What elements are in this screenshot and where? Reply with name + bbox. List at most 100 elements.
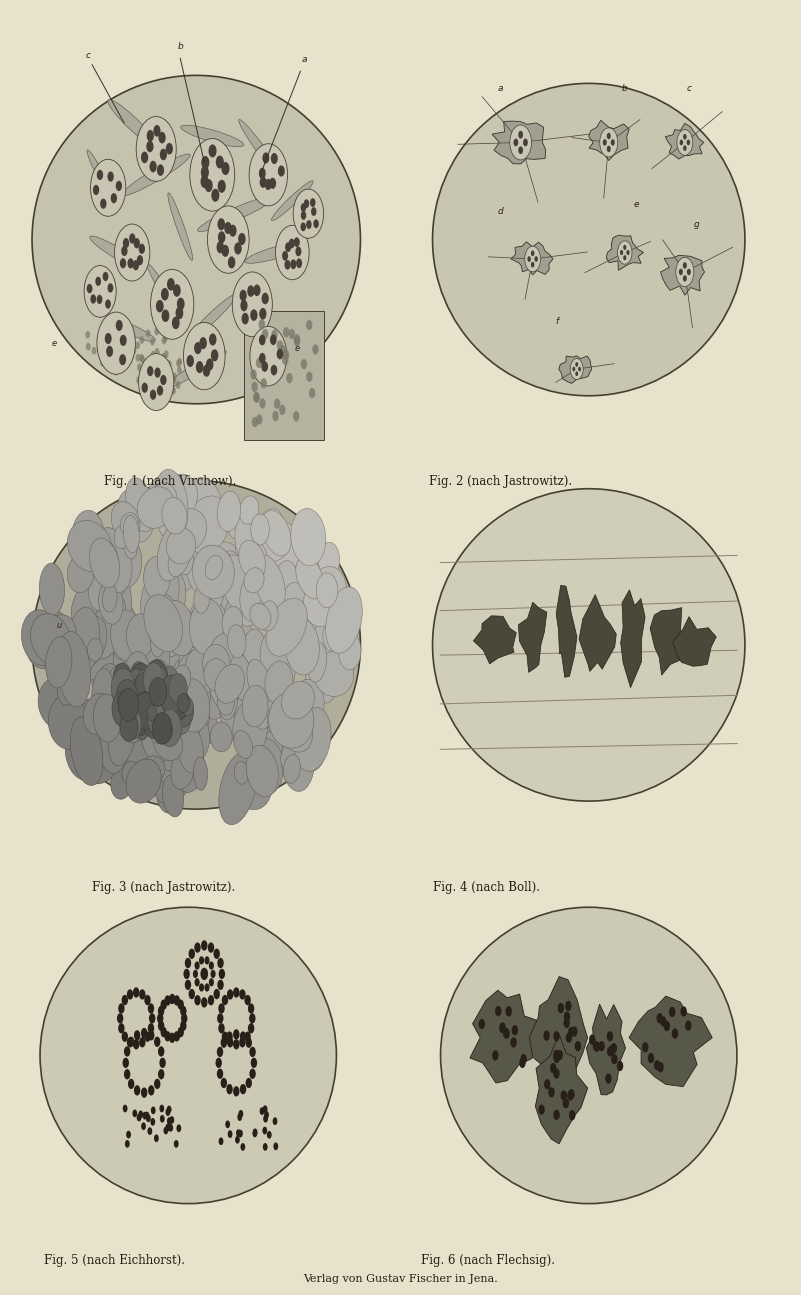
Ellipse shape	[145, 692, 156, 710]
Circle shape	[249, 1046, 256, 1057]
Ellipse shape	[179, 644, 203, 688]
Circle shape	[227, 1037, 233, 1048]
Ellipse shape	[274, 644, 287, 666]
Ellipse shape	[203, 645, 230, 684]
Ellipse shape	[123, 515, 139, 553]
Ellipse shape	[315, 581, 331, 611]
Ellipse shape	[257, 598, 272, 628]
Circle shape	[512, 1026, 518, 1036]
Ellipse shape	[135, 703, 172, 758]
Ellipse shape	[175, 747, 204, 793]
Ellipse shape	[170, 666, 199, 717]
Ellipse shape	[130, 663, 152, 699]
Circle shape	[575, 372, 578, 376]
Circle shape	[123, 238, 129, 249]
Text: e: e	[634, 201, 639, 210]
Ellipse shape	[240, 746, 256, 771]
Circle shape	[283, 350, 289, 360]
Circle shape	[269, 177, 276, 189]
Ellipse shape	[127, 614, 155, 658]
Ellipse shape	[111, 501, 140, 541]
Ellipse shape	[146, 659, 167, 694]
Circle shape	[157, 164, 164, 176]
Ellipse shape	[126, 708, 138, 729]
Circle shape	[139, 1111, 143, 1119]
Text: Fig. 6 (nach Flechsig).: Fig. 6 (nach Flechsig).	[421, 1254, 554, 1267]
Circle shape	[296, 246, 301, 256]
Circle shape	[170, 1116, 175, 1124]
Circle shape	[134, 1085, 140, 1096]
Ellipse shape	[135, 672, 151, 698]
Ellipse shape	[281, 681, 315, 719]
Ellipse shape	[143, 701, 166, 738]
Ellipse shape	[179, 711, 187, 724]
Ellipse shape	[191, 625, 218, 668]
Circle shape	[288, 238, 295, 249]
Ellipse shape	[113, 663, 132, 694]
Circle shape	[153, 378, 158, 386]
Ellipse shape	[222, 606, 243, 638]
Ellipse shape	[230, 654, 253, 701]
Circle shape	[211, 189, 219, 202]
Ellipse shape	[111, 668, 135, 707]
Circle shape	[563, 1018, 570, 1028]
Ellipse shape	[250, 603, 271, 629]
Ellipse shape	[280, 583, 306, 633]
Circle shape	[123, 1058, 129, 1068]
Circle shape	[126, 1131, 131, 1138]
Ellipse shape	[30, 614, 71, 666]
Circle shape	[682, 276, 687, 282]
Ellipse shape	[261, 646, 286, 688]
Ellipse shape	[127, 739, 162, 796]
Ellipse shape	[219, 550, 244, 591]
Ellipse shape	[107, 668, 139, 734]
Ellipse shape	[161, 666, 179, 694]
Circle shape	[128, 1036, 135, 1046]
Circle shape	[272, 411, 279, 421]
Ellipse shape	[22, 610, 61, 666]
Ellipse shape	[146, 666, 166, 698]
Circle shape	[261, 361, 268, 372]
Ellipse shape	[239, 119, 282, 179]
Ellipse shape	[78, 699, 95, 726]
Ellipse shape	[172, 704, 191, 734]
Ellipse shape	[178, 479, 215, 535]
Ellipse shape	[242, 710, 256, 732]
Circle shape	[672, 1028, 678, 1039]
Ellipse shape	[169, 673, 187, 703]
Circle shape	[139, 989, 146, 1000]
Ellipse shape	[143, 670, 163, 702]
Ellipse shape	[325, 581, 341, 615]
Circle shape	[107, 346, 113, 357]
Ellipse shape	[161, 644, 191, 685]
Ellipse shape	[92, 668, 113, 712]
Ellipse shape	[262, 562, 292, 623]
Circle shape	[296, 258, 302, 268]
Circle shape	[499, 1023, 505, 1033]
Polygon shape	[629, 996, 712, 1087]
Circle shape	[97, 170, 103, 180]
Ellipse shape	[228, 618, 256, 664]
Ellipse shape	[304, 570, 334, 622]
Ellipse shape	[168, 540, 191, 576]
Circle shape	[557, 1050, 563, 1061]
Ellipse shape	[201, 631, 217, 653]
Ellipse shape	[195, 622, 216, 657]
Circle shape	[97, 312, 135, 374]
Ellipse shape	[207, 633, 242, 695]
Ellipse shape	[211, 541, 248, 598]
Ellipse shape	[71, 584, 99, 632]
Ellipse shape	[217, 491, 240, 532]
Polygon shape	[606, 236, 643, 271]
Circle shape	[148, 1030, 155, 1040]
Circle shape	[309, 388, 316, 399]
Polygon shape	[661, 255, 705, 295]
Ellipse shape	[284, 754, 300, 783]
Circle shape	[570, 359, 583, 379]
Circle shape	[217, 958, 223, 969]
Circle shape	[166, 1124, 171, 1132]
Circle shape	[115, 334, 120, 342]
Ellipse shape	[174, 679, 210, 732]
Circle shape	[260, 1107, 264, 1115]
Text: b: b	[177, 43, 183, 52]
